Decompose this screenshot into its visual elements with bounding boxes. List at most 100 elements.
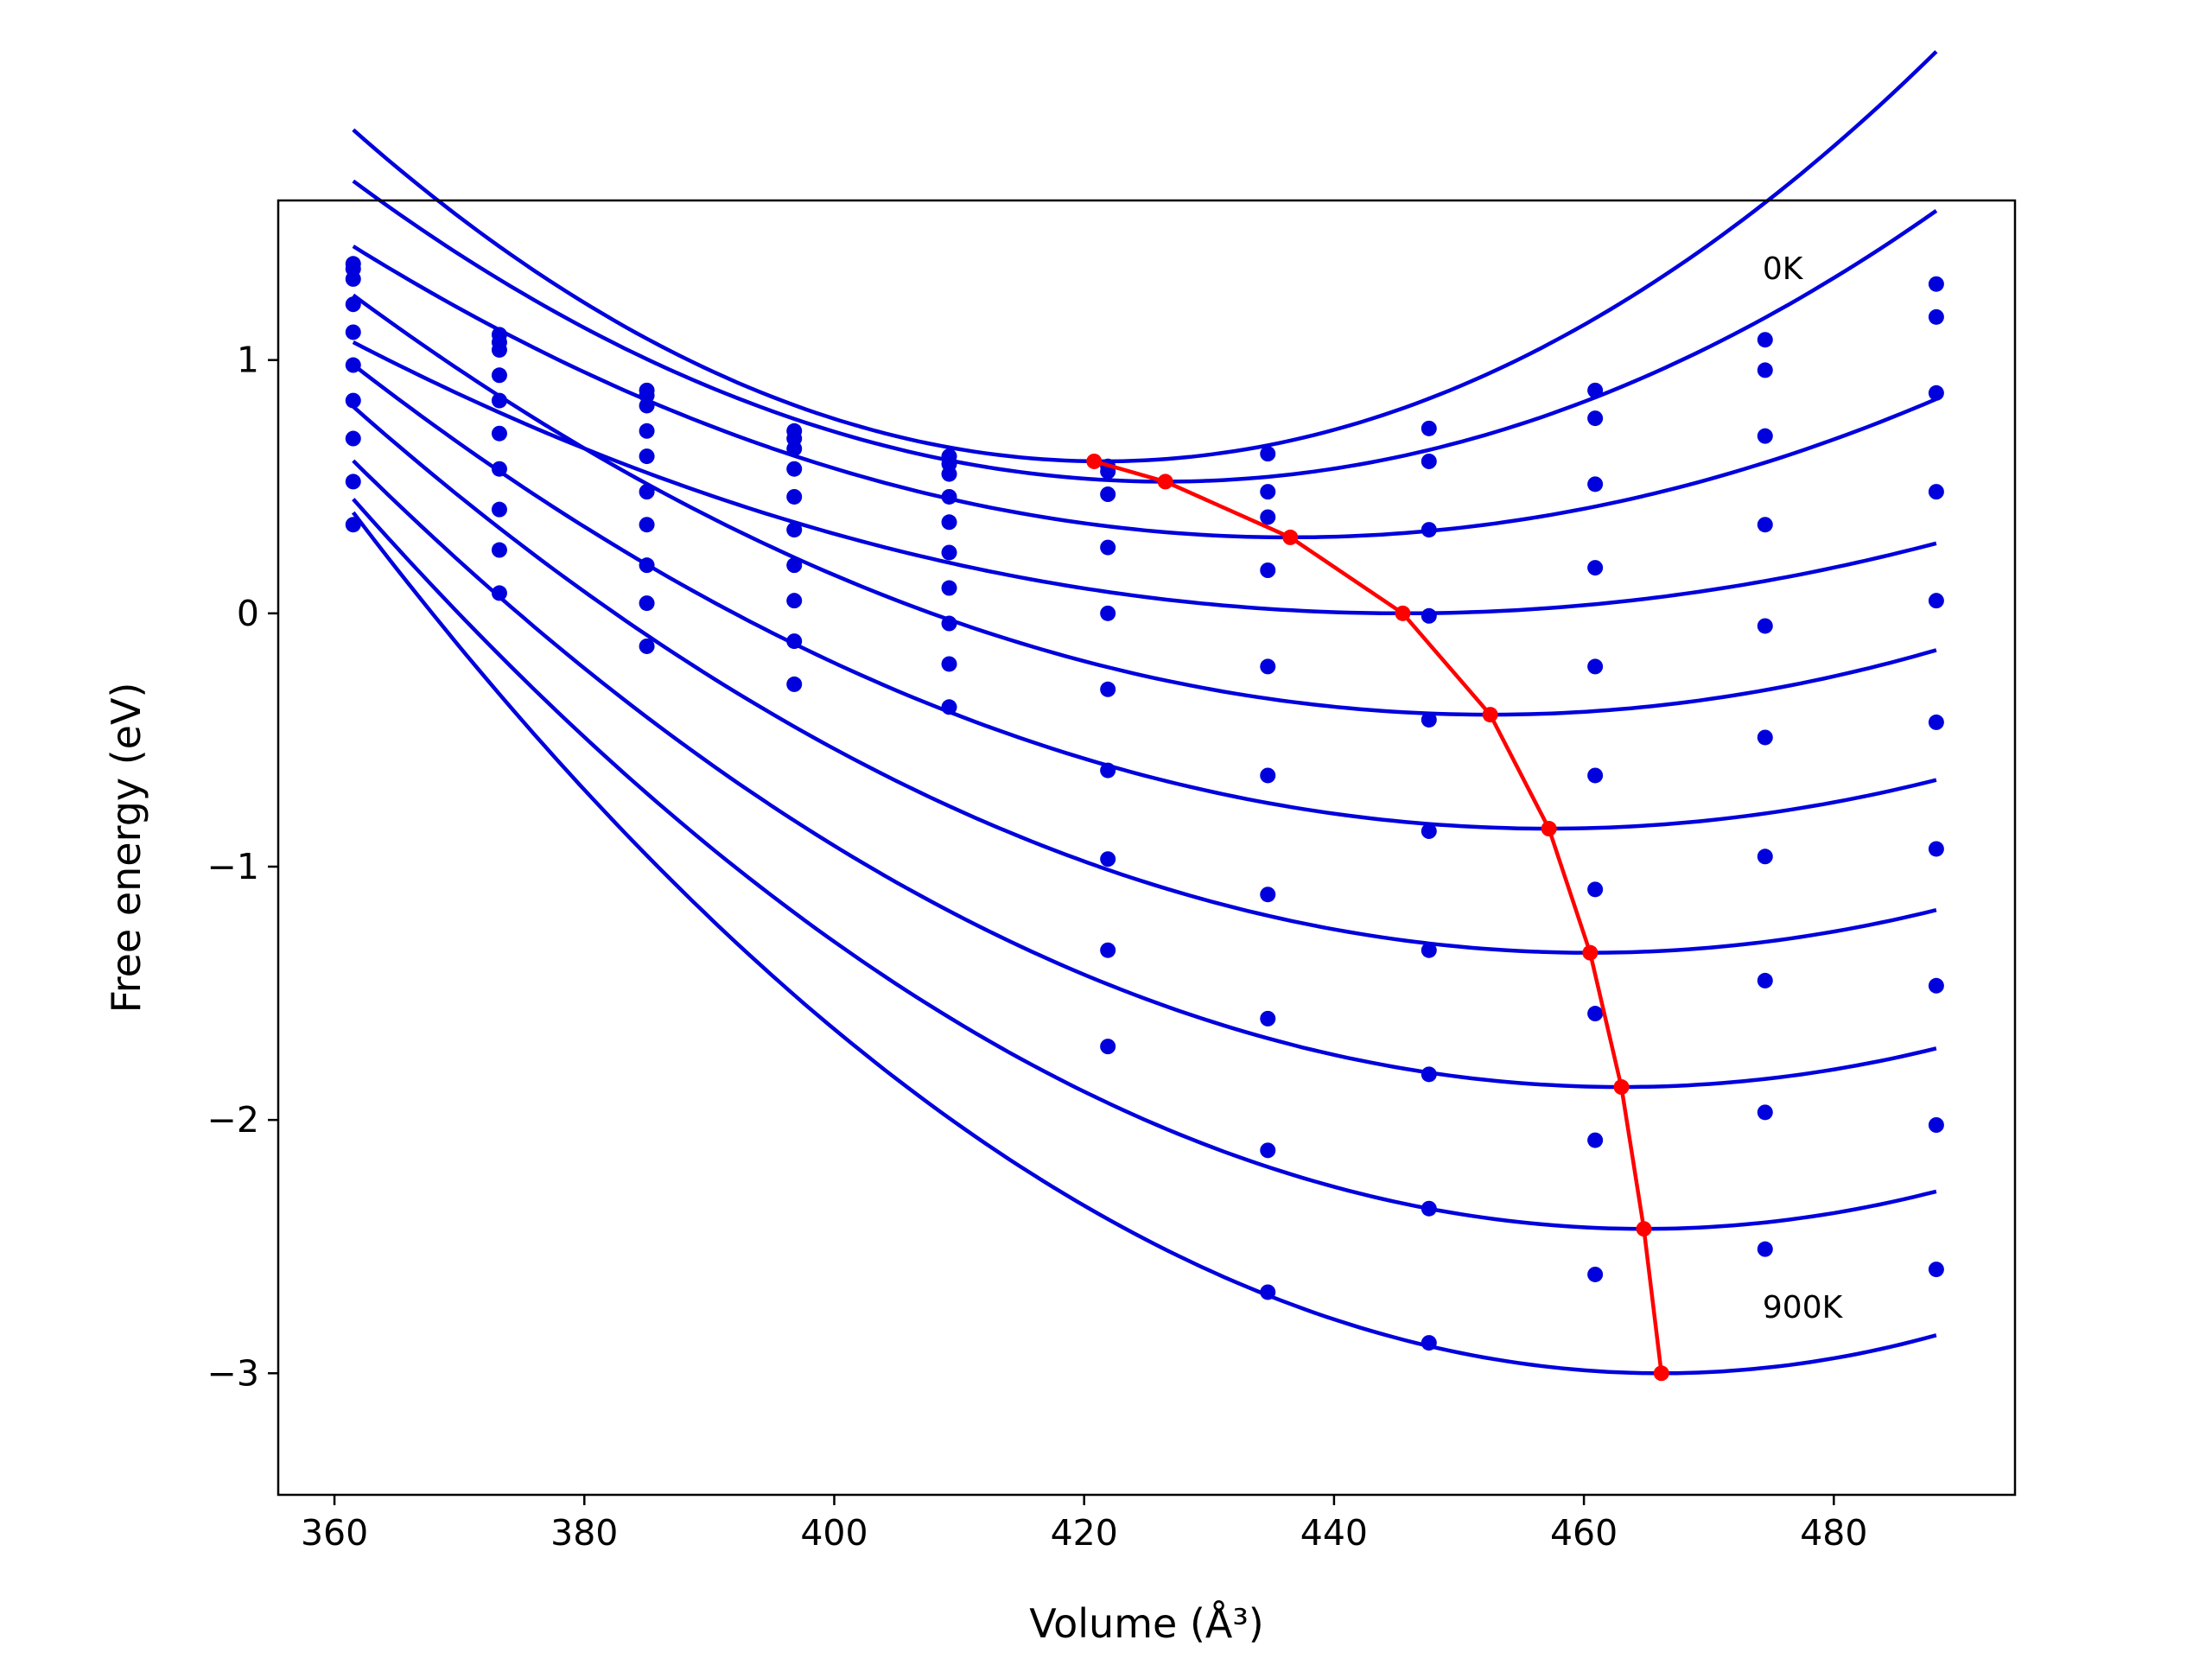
data-point-s8-4 [941,656,957,672]
data-point-s5-9 [1757,729,1773,746]
data-point-s3-0 [345,296,361,313]
data-point-s2-5 [1100,486,1116,503]
data-point-s9-5 [1100,1039,1116,1055]
data-point-s6-1 [491,461,507,477]
fit-curve-8 [352,498,1937,1231]
data-point-s4-4 [941,514,957,531]
data-point-s1-7 [1421,453,1437,469]
data-point-s8-1 [491,542,507,558]
data-point-s9-4 [941,699,957,715]
data-point-s2-7 [1421,522,1437,538]
fit-curve-3 [352,340,1937,616]
data-point-s6-4 [941,580,957,596]
data-point-s8-0 [345,474,361,490]
data-point-s4-3 [786,488,803,505]
data-point-s5-8 [1587,767,1604,784]
data-point-s5-7 [1421,823,1437,839]
data-point-s8-9 [1757,1104,1773,1121]
annotation-900k: 900K [1763,1290,1844,1325]
data-point-s0-9 [1757,332,1773,348]
data-point-s8-5 [1100,942,1116,958]
data-point-s3-10 [1928,484,1944,500]
data-point-s5-4 [941,544,957,561]
data-point-s6-7 [1421,942,1437,958]
data-point-s8-10 [1928,1117,1944,1133]
data-point-s2-4 [941,466,957,482]
data-point-s7-7 [1421,1066,1437,1083]
data-point-s6-0 [345,392,361,409]
data-point-s2-0 [345,270,361,287]
x-axis-label: Volume (Å³) [1029,1600,1264,1647]
data-point-s1-8 [1587,410,1604,427]
minima-point-6 [1582,944,1599,961]
data-point-s3-8 [1587,560,1604,576]
fit-curve-9 [352,511,1937,1376]
data-point-s0-8 [1587,382,1604,398]
data-point-s6-5 [1100,762,1116,779]
y-tick-label--3: −3 [207,1352,259,1394]
data-point-s9-3 [786,676,803,692]
data-point-s4-9 [1757,618,1773,634]
data-point-s2-1 [491,341,507,358]
data-point-s6-8 [1587,881,1604,898]
x-tick-label-460: 460 [1550,1512,1618,1554]
data-point-s8-3 [786,633,803,650]
fit-curve-2 [352,245,1937,540]
data-point-s7-3 [786,593,803,609]
data-point-s2-10 [1928,385,1944,401]
data-point-s0-7 [1421,420,1437,436]
x-axis-ticks: 360 380 400 420 440 460 480 [301,1495,1867,1554]
data-point-s5-3 [786,522,803,538]
data-point-s9-7 [1421,1335,1437,1351]
minima-line [1093,459,1664,1374]
data-point-s4-1 [491,392,507,409]
minima-point-7 [1613,1079,1630,1096]
data-point-s6-2 [639,517,655,533]
data-point-s9-1 [491,585,507,601]
x-tick-label-440: 440 [1300,1512,1368,1554]
data-point-s2-8 [1587,476,1604,493]
data-point-s1-9 [1757,362,1773,378]
minima-point-4 [1482,707,1498,723]
data-point-s0-6 [1260,446,1276,462]
data-point-s4-5 [1100,605,1116,621]
minima-point-8 [1636,1221,1652,1237]
data-point-s3-6 [1260,563,1276,578]
plot-marks [345,50,1944,1382]
fit-curve-0 [352,50,1938,464]
data-point-s9-6 [1260,1284,1276,1300]
data-point-s3-7 [1421,607,1437,624]
minima-point-5 [1541,821,1557,837]
data-point-s3-4 [941,488,957,505]
data-point-s7-4 [941,615,957,632]
data-point-s7-2 [639,557,655,574]
data-point-s7-8 [1587,1006,1604,1022]
minima-point-2 [1282,529,1299,545]
data-point-s2-3 [786,441,803,457]
data-point-s8-6 [1260,1142,1276,1159]
data-point-s2-2 [639,397,655,414]
data-point-s3-2 [639,423,655,439]
y-tick-label-1: 1 [237,340,259,381]
data-point-s4-7 [1421,711,1437,728]
minima-point-1 [1157,474,1173,490]
y-axis-ticks: −3 −2 −1 0 1 [207,340,278,1394]
data-point-s5-1 [491,425,507,442]
data-point-s4-0 [345,324,361,340]
data-point-s5-10 [1928,714,1944,730]
annotation-0k: 0K [1763,251,1804,287]
plot-frame [276,199,2017,1497]
data-point-s7-1 [491,501,507,518]
data-point-s8-8 [1587,1132,1604,1148]
fit-curve-1 [352,179,1938,484]
data-point-s4-10 [1928,593,1944,609]
data-point-s3-1 [491,367,507,384]
fit-curve-6 [352,404,1937,955]
data-point-s9-9 [1757,1241,1773,1257]
data-point-s6-3 [786,557,803,574]
x-tick-label-480: 480 [1800,1512,1867,1554]
data-point-s6-6 [1260,887,1276,903]
data-point-s3-9 [1757,517,1773,533]
data-point-s2-6 [1260,509,1276,525]
